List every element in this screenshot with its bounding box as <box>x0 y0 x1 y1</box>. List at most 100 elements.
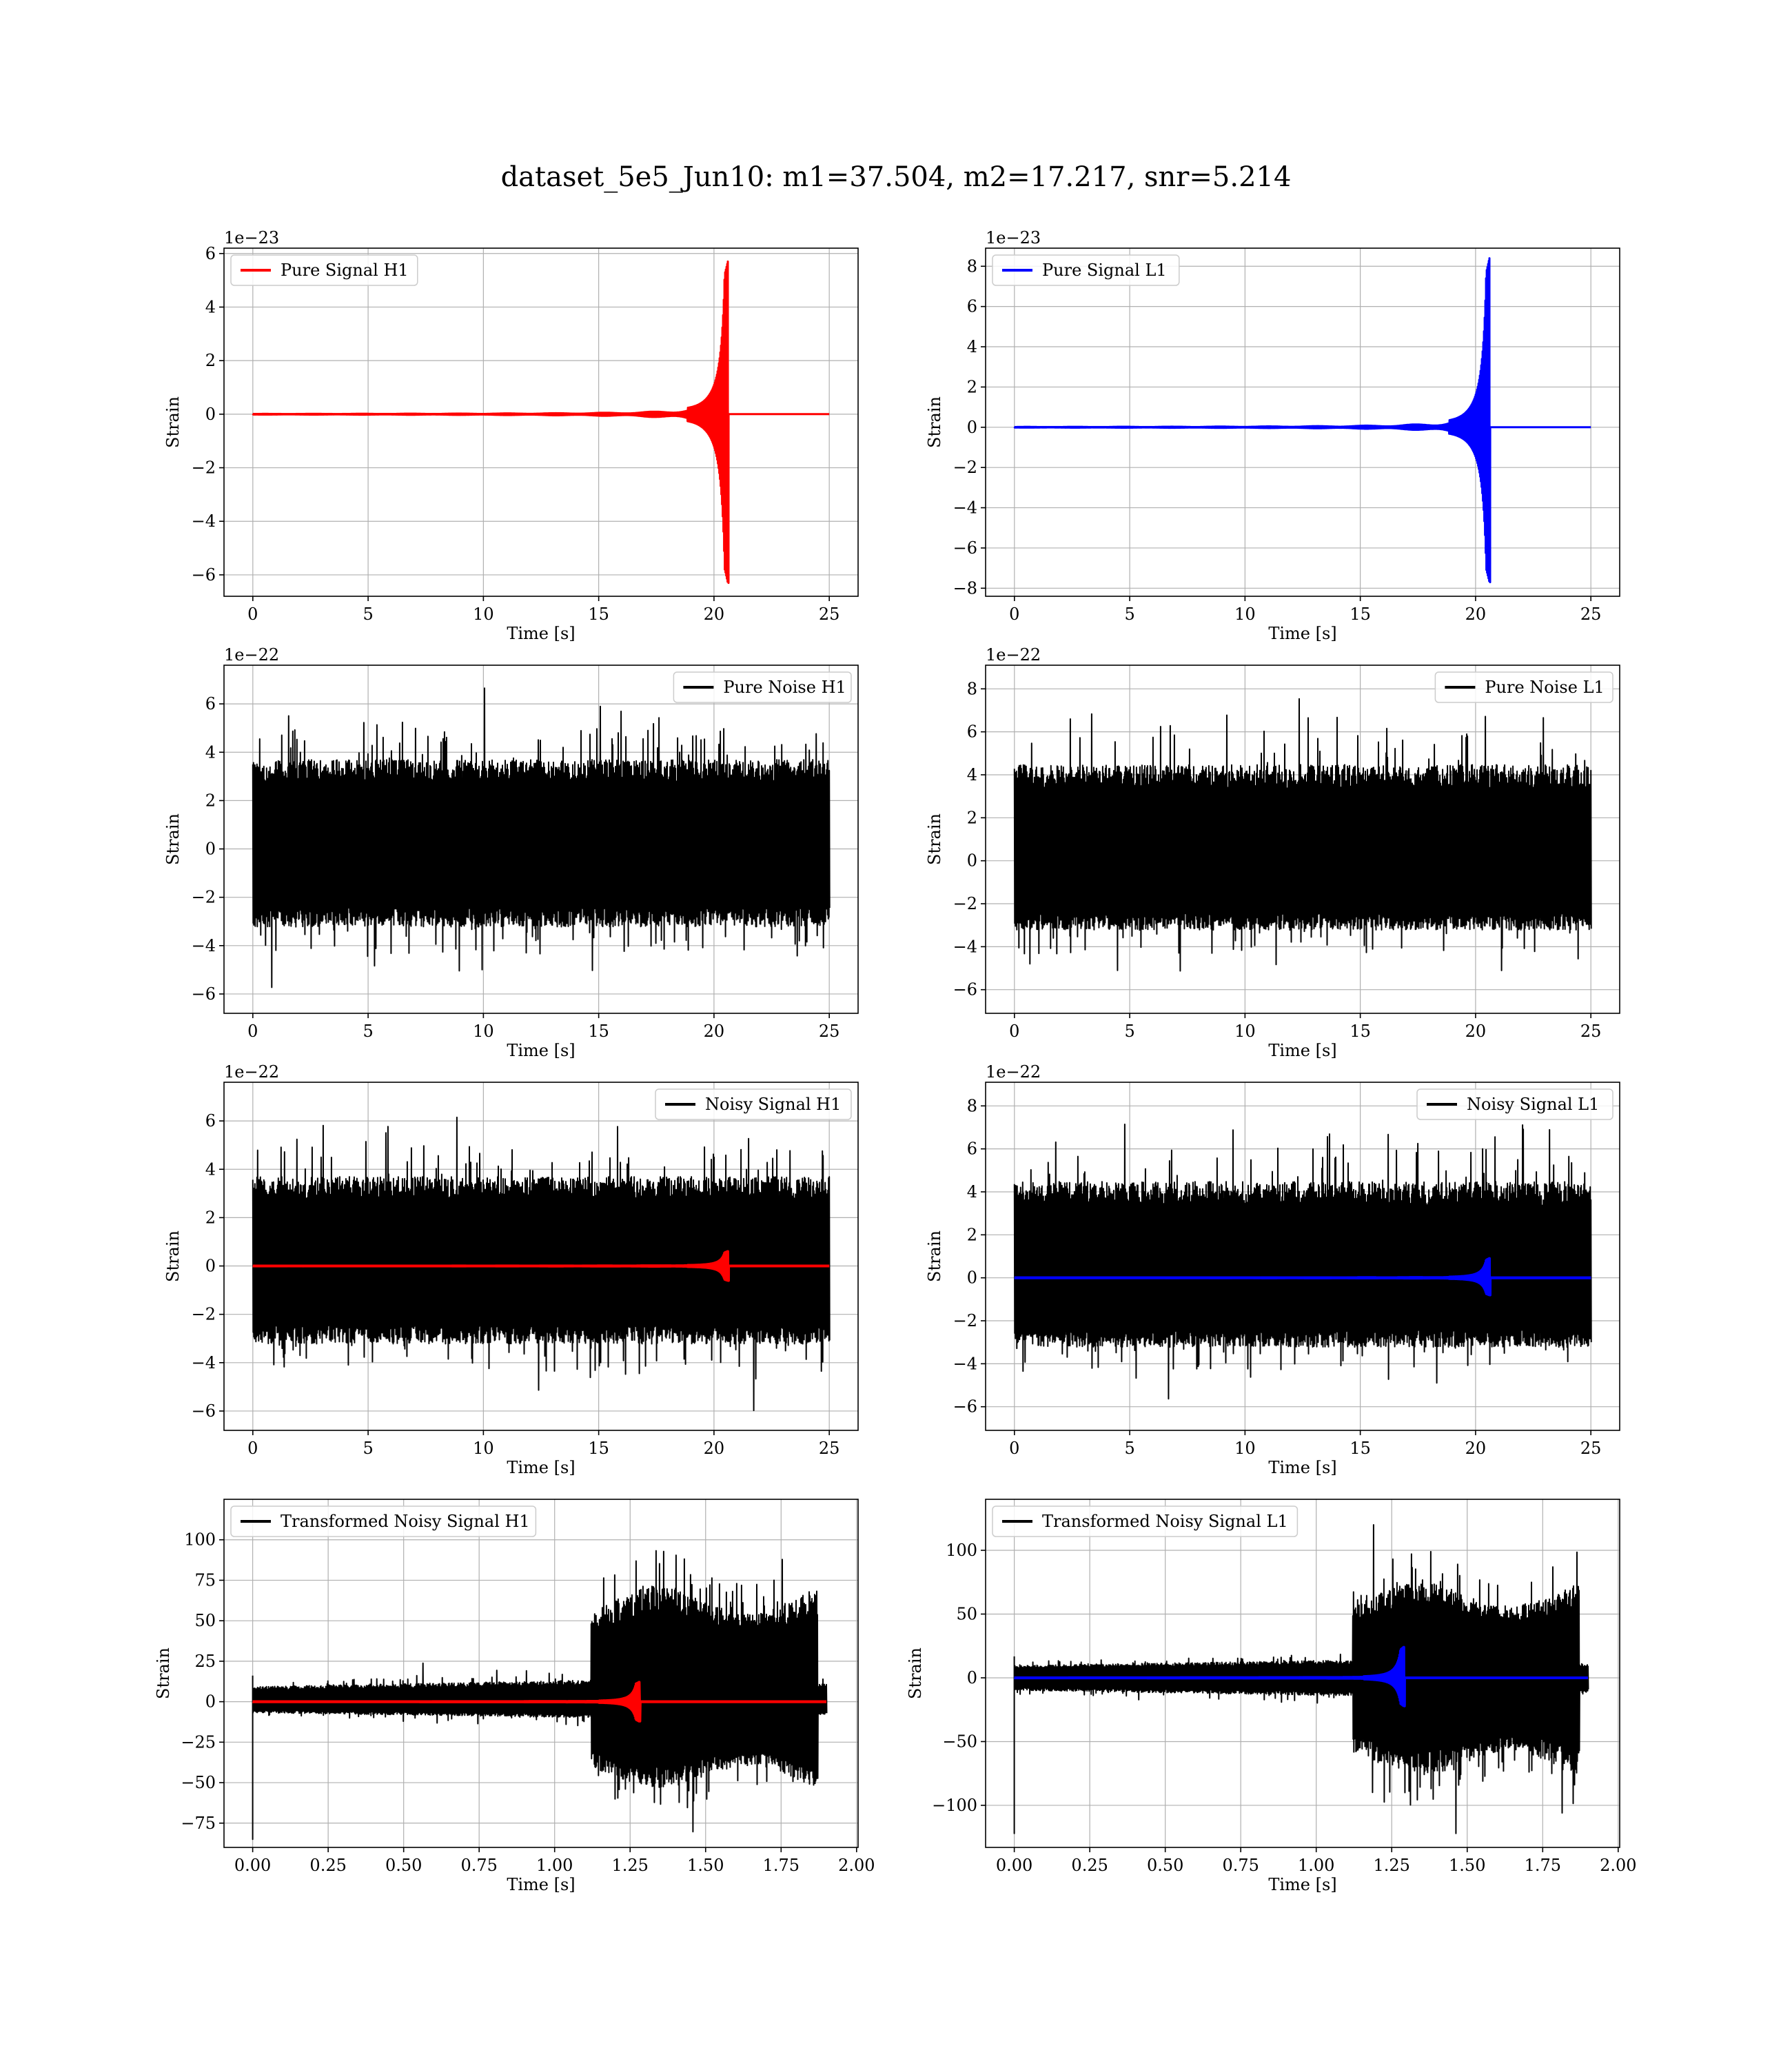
y-tick-label: 6 <box>967 1139 977 1159</box>
y-tick-label: 4 <box>967 765 977 784</box>
legend-box <box>1434 671 1613 703</box>
x-tick-label: 1.25 <box>612 1856 649 1875</box>
plot-area <box>1013 1124 1592 1400</box>
x-tick-label: 15 <box>588 1439 609 1458</box>
legend-box <box>673 671 852 703</box>
x-tick-label: 25 <box>1580 605 1602 624</box>
y-tick-label: 8 <box>967 256 977 276</box>
y-tick-label: −6 <box>192 1401 216 1421</box>
plot-area <box>252 260 831 585</box>
offset-label: 1e−22 <box>986 1062 1041 1082</box>
offset-label: 1e−22 <box>224 1062 279 1082</box>
y-axis-label: Strain <box>154 1648 173 1699</box>
y-tick-label: 0 <box>967 418 977 437</box>
y-tick-label: 2 <box>967 808 977 827</box>
axes-frame <box>985 1082 1620 1431</box>
legend: Transformed Noisy Signal H1 <box>230 1506 537 1537</box>
axes-frame <box>223 665 859 1014</box>
x-tick-label: 0 <box>1009 1022 1019 1041</box>
x-tick-label: 2.00 <box>1600 1856 1636 1875</box>
subplot-noisy-signal-h1: 0 5 10 15 20 25 −6 −4 −2 0 2 4 6 Time [s] Strain 1e−22 N… <box>163 1062 859 1477</box>
x-tick-label: 1.00 <box>1298 1856 1334 1875</box>
y-tick-label: 2 <box>205 791 216 810</box>
x-tick-label: 25 <box>819 1439 840 1458</box>
offset-label: 1e−22 <box>224 645 279 665</box>
x-tick-label: 0.75 <box>1222 1856 1259 1875</box>
x-tick-label: 10 <box>473 605 494 624</box>
legend-label: Pure Signal H1 <box>281 261 409 280</box>
x-tick-label: 1.00 <box>536 1856 573 1875</box>
x-tick-label: 1.75 <box>1525 1856 1561 1875</box>
x-tick-label: 20 <box>704 1439 725 1458</box>
y-tick-label: 25 <box>194 1652 216 1671</box>
y-tick-label: −6 <box>953 538 977 558</box>
x-tick-label: 15 <box>1350 1022 1371 1041</box>
legend: Pure Noise H1 <box>673 671 852 703</box>
legend-label: Noisy Signal L1 <box>1467 1095 1599 1114</box>
axes-frame <box>985 665 1620 1014</box>
x-tick-label: 0 <box>1009 1439 1019 1458</box>
y-tick-label: −4 <box>192 511 216 531</box>
y-axis-label: Strain <box>906 1648 925 1699</box>
x-axis-label: Time [s] <box>1268 1458 1336 1477</box>
x-tick-label: 15 <box>1350 605 1371 624</box>
axes-frame <box>223 1082 859 1431</box>
y-tick-label: 6 <box>205 1111 216 1131</box>
plot-area <box>1013 698 1592 972</box>
x-tick-label: 20 <box>1465 1439 1487 1458</box>
plot-area <box>252 1116 831 1412</box>
y-tick-label: 6 <box>967 297 977 316</box>
pure-signal-h1-line <box>252 260 831 585</box>
y-tick-label: 0 <box>967 1268 977 1288</box>
x-tick-label: 0.00 <box>234 1856 271 1875</box>
subplot-pure-noise-h1: 0 5 10 15 20 25 −6 −4 −2 0 2 4 6 Time [s] Strain 1e−22 P… <box>163 645 859 1060</box>
y-tick-label: 0 <box>967 1668 977 1687</box>
x-axis-label: Time [s] <box>1268 1041 1336 1060</box>
transformed-noisy-signal-h1-line <box>252 1550 828 1841</box>
offset-label: 1e−23 <box>986 228 1041 247</box>
x-tick-label: 15 <box>588 1022 609 1041</box>
y-tick-label: 6 <box>967 722 977 742</box>
y-axis-label: Strain <box>163 1230 183 1282</box>
x-tick-label: 1.50 <box>1449 1856 1485 1875</box>
y-tick-label: 0 <box>205 1257 216 1276</box>
y-tick-label: 0 <box>967 851 977 871</box>
plot-area <box>1013 257 1592 584</box>
legend: Transformed Noisy Signal L1 <box>992 1506 1299 1537</box>
y-tick-label: 100 <box>184 1530 216 1550</box>
y-tick-label: 4 <box>205 742 216 762</box>
y-tick-label: −6 <box>953 980 977 1000</box>
x-tick-label: 10 <box>1234 1439 1256 1458</box>
noisy-signal-h1-line <box>252 1116 831 1412</box>
y-tick-label: 2 <box>967 377 977 396</box>
subplot-pure-signal-h1: 0 5 10 15 20 25 −6 −4 −2 0 2 4 6 Time [s] Strain 1e−23P… <box>163 228 859 643</box>
x-tick-label: 0 <box>247 605 258 624</box>
grid <box>986 248 1620 596</box>
x-tick-label: 20 <box>1465 605 1487 624</box>
subplot-pure-noise-l1: 0 5 10 15 20 25 −6 −4 −2 0 2 4 6 8 Time [s] Strain 1e−22… <box>925 645 1620 1060</box>
x-axis-label: Time [s] <box>507 1458 575 1477</box>
y-tick-label: −50 <box>942 1732 977 1751</box>
y-tick-label: 8 <box>967 679 977 698</box>
x-tick-label: 20 <box>1465 1022 1487 1041</box>
x-axis-label: Time [s] <box>507 624 575 643</box>
y-tick-label: −4 <box>953 1354 977 1373</box>
y-tick-label: 2 <box>205 1208 216 1227</box>
y-tick-label: −4 <box>192 936 216 955</box>
y-tick-label: 4 <box>205 297 216 316</box>
x-tick-label: 0 <box>247 1439 258 1458</box>
y-axis-label: Strain <box>925 813 944 865</box>
pure-noise-h1-line <box>252 687 831 989</box>
x-axis-label: Time [s] <box>507 1041 575 1060</box>
legend-label: Pure Noise L1 <box>1485 678 1604 697</box>
y-tick-label: 0 <box>205 1692 216 1712</box>
subplot-noisy-signal-l1: 0 5 10 15 20 25 −6 −4 −2 0 2 4 6 8 Time [s] Strain 1e−22… <box>925 1062 1620 1477</box>
y-tick-label: 6 <box>205 694 216 713</box>
y-tick-label: −25 <box>181 1732 216 1752</box>
x-tick-label: 2.00 <box>838 1856 875 1875</box>
y-tick-label: −8 <box>953 578 977 598</box>
x-tick-label: 0.25 <box>309 1856 346 1875</box>
y-tick-label: 4 <box>967 1182 977 1202</box>
